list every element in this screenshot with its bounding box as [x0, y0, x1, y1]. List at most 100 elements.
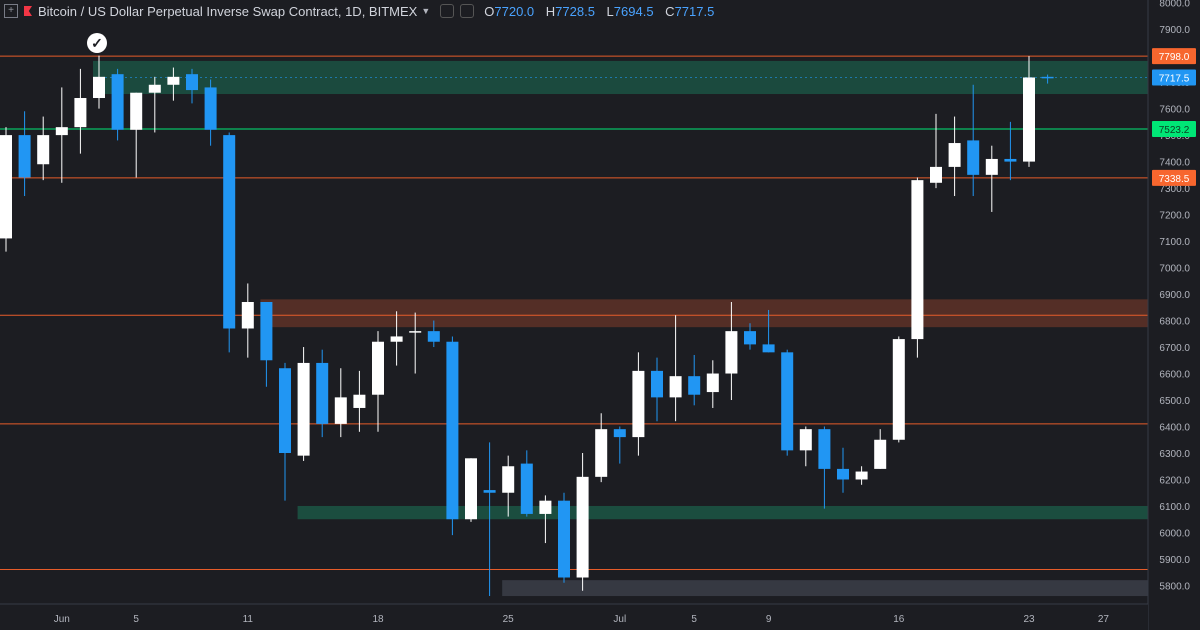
candle-body — [372, 341, 384, 395]
level-price-tag-background — [1152, 169, 1196, 186]
price-tick-label: 6400.0 — [1159, 423, 1190, 434]
open-label: O — [484, 3, 495, 19]
candle-body — [260, 302, 273, 361]
price-tick-label: 7900.0 — [1159, 25, 1190, 36]
ohlc-readout: O7720.0 H7728.5 L7694.5 C7717.5 — [484, 4, 722, 19]
time-tick-label: 9 — [766, 614, 772, 625]
exchange-flag-icon — [24, 6, 32, 16]
candle-body — [390, 336, 403, 342]
candle-body — [0, 135, 12, 239]
candle-body — [55, 127, 68, 136]
price-tick-label: 7400.0 — [1159, 158, 1190, 169]
candle-body — [427, 331, 440, 342]
level-price-tag-background — [1152, 120, 1196, 137]
level-price-tag: 7523.2 — [1159, 125, 1190, 136]
candle-body — [93, 76, 105, 99]
price-tick-label: 6500.0 — [1159, 396, 1190, 407]
price-tick-label: 6300.0 — [1159, 449, 1190, 460]
candle-layer — [0, 55, 1054, 597]
candle-body — [148, 84, 161, 93]
candle-body — [241, 302, 254, 329]
candle-body — [1023, 77, 1035, 162]
candle-body — [632, 370, 645, 438]
candle-body — [483, 490, 496, 493]
level-price-tag-background — [1152, 48, 1196, 65]
candle-body — [911, 180, 924, 340]
price-tick-label: 7100.0 — [1159, 237, 1190, 248]
candle-body — [706, 373, 719, 393]
price-tick-label: 7600.0 — [1159, 105, 1190, 116]
chart-header: + Bitcoin / US Dollar Perpetual Inverse … — [0, 0, 722, 22]
zone-box — [502, 580, 1148, 597]
price-tick-label: 7300.0 — [1159, 184, 1190, 195]
last-price-tag: 7717.5 — [1159, 73, 1190, 84]
candle-body — [874, 439, 887, 469]
price-tick-label: 5900.0 — [1159, 555, 1190, 566]
candle-body — [111, 74, 124, 130]
low-label: L — [606, 3, 614, 19]
price-axis[interactable]: 5800.0 5900.0 6000.0 6100.0 6200.0 6300.0 6400… — [1147, 0, 1200, 630]
candle-body — [576, 476, 589, 578]
candle-body — [279, 368, 291, 453]
caret-down-icon[interactable]: ▼ — [421, 6, 431, 16]
open-value: 7720.0 — [494, 3, 535, 19]
price-tick-label: 8000.0 — [1159, 0, 1190, 10]
price-tick-label: 6900.0 — [1159, 290, 1190, 301]
price-tick-label: 6100.0 — [1159, 502, 1190, 513]
level-price-tag: 7338.5 — [1159, 174, 1190, 185]
time-tick-label: Jul — [613, 614, 626, 625]
candle-body — [762, 344, 775, 353]
low-value: 7694.5 — [613, 3, 654, 19]
candle-body — [37, 135, 50, 165]
candle-body — [558, 500, 570, 578]
candle-body — [595, 429, 608, 477]
candle-body — [74, 98, 87, 128]
candle-body — [855, 471, 868, 480]
horizontal-line-layer — [0, 55, 1148, 571]
candle-body — [799, 429, 812, 451]
candle-body — [669, 376, 682, 398]
time-tick-label: 5 — [691, 614, 697, 625]
candle-body — [502, 466, 515, 493]
time-tick-label: Jun — [54, 614, 70, 625]
time-tick-label: 27 — [1098, 614, 1110, 625]
time-axis-background — [0, 604, 1148, 630]
time-tick-label: 18 — [372, 614, 384, 625]
candle-body — [781, 352, 794, 451]
price-tick-label: 6000.0 — [1159, 528, 1190, 539]
candle-body — [539, 500, 552, 514]
high-value: 7728.5 — [555, 3, 595, 19]
candle-body — [297, 362, 310, 456]
candle-body — [651, 370, 663, 398]
settings-icon[interactable] — [460, 4, 475, 18]
candle-body — [520, 463, 533, 514]
candle-body — [409, 331, 422, 333]
time-tick-label: 5 — [133, 614, 139, 625]
candle-body — [186, 74, 198, 91]
candle-body — [613, 429, 626, 438]
price-tick-label: 5800.0 — [1159, 581, 1190, 592]
candle-body — [985, 158, 998, 175]
zone-box — [297, 505, 1149, 520]
candle-body — [818, 429, 831, 469]
symbol-title[interactable]: Bitcoin / US Dollar Perpetual Inverse Sw… — [38, 3, 418, 19]
price-tick-label: 6600.0 — [1159, 370, 1190, 381]
candle-body — [446, 341, 459, 520]
candle-body — [334, 397, 347, 424]
close-value: 7717.5 — [674, 3, 715, 19]
candle-body — [223, 135, 236, 329]
candle-body — [930, 166, 942, 183]
candle-body — [744, 331, 756, 345]
candle-body — [130, 92, 143, 130]
time-axis[interactable]: Jun 5 11 18 25 Jul 5 9 16 23 27 — [0, 603, 1148, 630]
expand-icon[interactable]: + — [4, 4, 18, 18]
candle-body — [465, 458, 477, 520]
price-tick-label: 6800.0 — [1159, 317, 1190, 328]
candle-body — [967, 140, 980, 175]
close-label: C — [665, 3, 675, 19]
candle-body — [316, 362, 329, 424]
time-tick-label: 16 — [893, 614, 905, 625]
checkmark-icon[interactable]: ✓ — [87, 33, 107, 53]
visibility-icon[interactable] — [440, 4, 455, 18]
